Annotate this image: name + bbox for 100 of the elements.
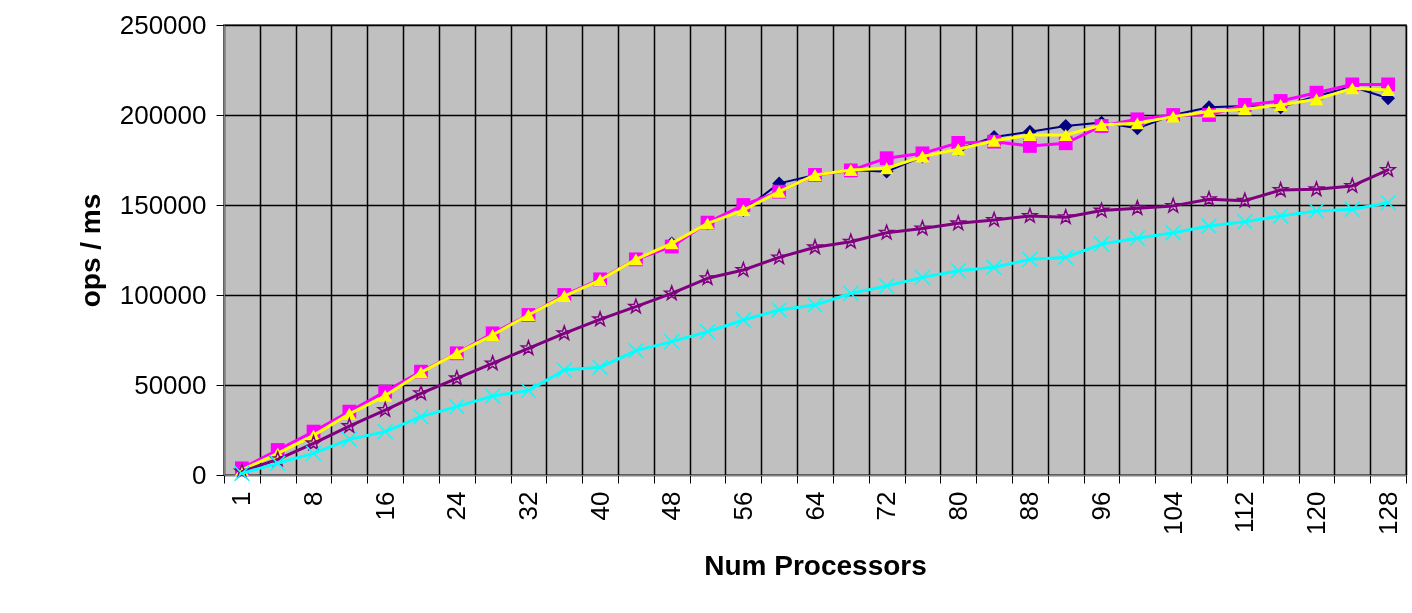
x-tick-label: 40: [584, 491, 615, 521]
x-tick-label: 64: [799, 491, 830, 521]
x-tick-label: 88: [1014, 491, 1045, 521]
point: [699, 270, 716, 286]
point: [1344, 177, 1361, 193]
point: [484, 387, 501, 405]
point: [986, 211, 1002, 227]
point: [1022, 207, 1038, 223]
point: [520, 382, 537, 399]
point: [1237, 192, 1253, 208]
point: [412, 408, 430, 425]
point: [950, 215, 967, 231]
point: [914, 220, 931, 236]
point: [1130, 117, 1145, 130]
point: [1021, 251, 1039, 268]
point: [1308, 181, 1325, 197]
point: [305, 435, 322, 451]
y-tick-label: 50000: [134, 369, 207, 400]
point: [1272, 207, 1289, 225]
y-tick-label: 100000: [119, 279, 207, 310]
x-tick-label: 120: [1300, 491, 1331, 535]
point: [1200, 217, 1218, 235]
point: [1023, 129, 1037, 141]
x-tick-label: 16: [369, 491, 400, 521]
x-tick-label: 128: [1372, 491, 1403, 535]
point: [484, 355, 501, 371]
point: [1129, 230, 1146, 247]
point: [520, 340, 537, 356]
x-tick-label: 72: [871, 491, 902, 521]
point: [735, 261, 752, 277]
point: [1237, 103, 1252, 116]
point: [1201, 191, 1217, 206]
point: [879, 151, 894, 166]
point: [985, 259, 1003, 276]
point: [628, 298, 644, 314]
x-tick-label: 8: [298, 491, 329, 506]
point: [1273, 98, 1288, 111]
point: [341, 417, 358, 433]
point: [1057, 249, 1074, 266]
point: [807, 239, 823, 255]
point: [592, 311, 608, 327]
point: [413, 385, 429, 401]
point: [1272, 181, 1289, 197]
point: [914, 269, 931, 286]
point: [1165, 224, 1182, 241]
point: [1165, 197, 1181, 213]
point: [842, 285, 859, 302]
point: [806, 296, 824, 314]
point: [771, 301, 788, 319]
point: [843, 233, 859, 249]
point: [1129, 200, 1146, 215]
point: [950, 262, 967, 279]
y-axis-title: ops / ms: [74, 193, 106, 308]
point: [1344, 201, 1361, 218]
x-tick-label: 112: [1229, 491, 1260, 533]
y-tick-label: 200000: [119, 99, 207, 130]
x-tick-label: 56: [727, 491, 758, 521]
x-axis-title: Num Processors: [704, 549, 927, 581]
point: [1058, 119, 1073, 133]
x-tick-label: 1: [226, 491, 257, 506]
y-tick-label: 0: [192, 459, 207, 490]
x-tick-label: 104: [1157, 491, 1188, 535]
point: [377, 401, 393, 417]
y-tick-label: 150000: [119, 189, 207, 220]
point: [878, 224, 895, 240]
point: [878, 277, 895, 295]
point: [449, 370, 465, 386]
x-tick-label: 48: [656, 491, 687, 521]
point: [1380, 161, 1396, 177]
point: [269, 451, 286, 467]
point: [735, 311, 752, 329]
point: [663, 285, 680, 301]
point: [1093, 202, 1110, 218]
point: [627, 342, 645, 359]
x-tick-label: 96: [1086, 491, 1117, 521]
x-tick-label: 24: [441, 491, 472, 521]
point: [378, 389, 393, 402]
point: [771, 249, 787, 265]
point: [556, 361, 573, 379]
point: [448, 398, 465, 415]
point: [1058, 129, 1073, 141]
point: [1236, 213, 1253, 230]
x-tick-label: 80: [942, 491, 973, 521]
point: [1381, 84, 1395, 96]
point: [269, 455, 286, 472]
point: [556, 325, 573, 341]
point: [1202, 105, 1216, 118]
point: [879, 162, 894, 175]
point: [1308, 202, 1325, 220]
point: [591, 359, 609, 376]
point: [699, 323, 716, 340]
point: [377, 423, 394, 440]
point: [341, 431, 358, 448]
point: [1379, 194, 1397, 211]
x-tick-label: 32: [512, 491, 543, 521]
y-tick-label: 250000: [119, 9, 207, 40]
point: [305, 445, 322, 462]
point: [1057, 209, 1074, 224]
point: [663, 333, 680, 350]
point: [1309, 93, 1324, 106]
